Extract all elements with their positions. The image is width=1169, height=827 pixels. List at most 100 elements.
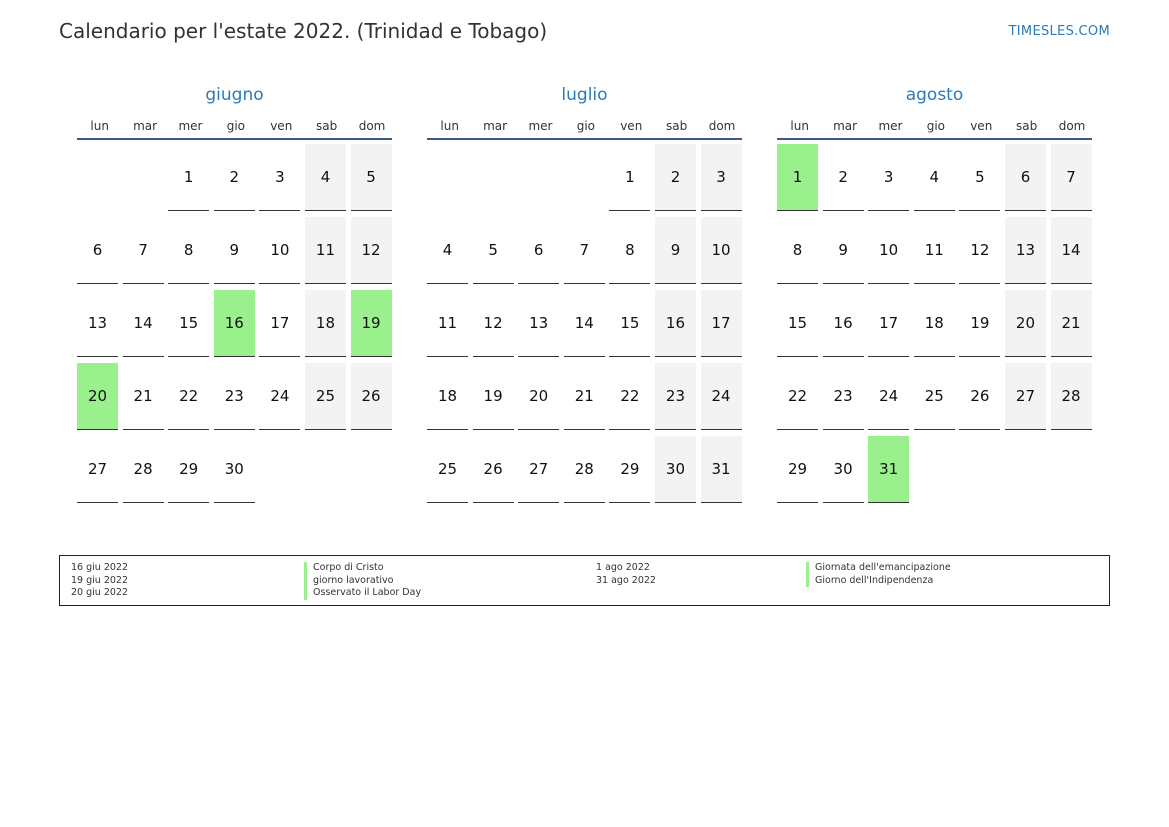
weekday-label: lun [90, 119, 109, 133]
day-cell: 21 [122, 363, 164, 430]
legend-date: 31 ago 2022 [596, 574, 656, 586]
day-cell: 11 [427, 290, 468, 357]
empty-day-cell [123, 144, 164, 211]
day-cell: 7 [122, 217, 164, 284]
day-cell: 24 [868, 363, 910, 430]
day-cell: 28 [122, 436, 164, 503]
empty-day-cell [77, 144, 118, 211]
legend-names-left: Corpo di Cristo giorno lavorativo Osserv… [304, 562, 421, 600]
day-cell: 9 [654, 217, 696, 284]
legend-date: 19 giu 2022 [71, 574, 128, 586]
day-cell: 25 [913, 363, 955, 430]
day-cell: 26 [472, 436, 514, 503]
day-cell: 4 [913, 144, 955, 211]
empty-day-cell [518, 144, 559, 211]
day-cell: 31 [700, 436, 742, 503]
day-cell: 19 [959, 290, 1001, 357]
weekday-label: ven [970, 119, 993, 133]
site-link[interactable]: TIMESLES.COM [1008, 24, 1110, 39]
day-cell: 25 [304, 363, 346, 430]
holiday-day-cell: 19 [350, 290, 392, 357]
weekday-label: dom [708, 119, 736, 133]
day-cell: 14 [1050, 217, 1092, 284]
day-cell: 27 [77, 436, 118, 503]
day-cell: 14 [122, 290, 164, 357]
day-cell: 6 [77, 217, 118, 284]
weekday-header: lun mar mer gio ven sab dom [77, 114, 392, 140]
day-cell: 13 [1004, 217, 1046, 284]
legend-holiday-name: Giorno dell'Indipendenza [806, 574, 951, 588]
day-cell: 12 [350, 217, 392, 284]
day-cell: 10 [868, 217, 910, 284]
day-cell: 29 [609, 436, 651, 503]
day-cell: 22 [609, 363, 651, 430]
day-cell: 17 [259, 290, 301, 357]
day-cell: 28 [1050, 363, 1092, 430]
day-cell: 15 [609, 290, 651, 357]
day-cell: 11 [304, 217, 346, 284]
weekday-label: gio [226, 119, 246, 133]
day-cell: 28 [563, 436, 605, 503]
holiday-legend: 16 giu 2022 19 giu 2022 20 giu 2022 Corp… [59, 555, 1110, 606]
weekday-label: mar [483, 119, 508, 133]
day-cell: 21 [1050, 290, 1092, 357]
day-cell: 8 [168, 217, 210, 284]
day-cell: 4 [427, 217, 468, 284]
day-cell: 20 [518, 363, 560, 430]
day-cell: 23 [654, 363, 696, 430]
legend-holiday-name: Osservato il Labor Day [304, 587, 421, 600]
day-cell: 13 [518, 290, 560, 357]
day-cell: 18 [913, 290, 955, 357]
day-cell: 18 [427, 363, 468, 430]
day-cell: 6 [518, 217, 560, 284]
month-calendar-luglio: luglio lun mar mer gio ven sab dom 1 2 3 4 5 6 7 8 9 10 11… [427, 83, 742, 509]
day-cell: 15 [168, 290, 210, 357]
day-grid: 1 2 3 4 5 6 7 8 9 10 11 12 13 14 15 16 17 18 19 20 21 22 23 24 2… [777, 144, 1092, 509]
day-cell: 1 [168, 144, 210, 211]
day-cell: 23 [213, 363, 255, 430]
day-cell: 3 [868, 144, 910, 211]
day-cell: 1 [609, 144, 651, 211]
holiday-day-cell: 31 [868, 436, 910, 503]
day-cell: 7 [563, 217, 605, 284]
day-cell: 23 [822, 363, 864, 430]
day-cell: 9 [213, 217, 255, 284]
weekday-header: lun mar mer gio ven sab dom [427, 114, 742, 140]
day-grid: 1 2 3 4 5 6 7 8 9 10 11 12 13 14 15 16 17 18 19 20 21 22 23 24 2… [427, 144, 742, 509]
legend-dates-left: 16 giu 2022 19 giu 2022 20 giu 2022 [71, 562, 128, 600]
day-cell: 6 [1004, 144, 1046, 211]
day-cell: 17 [700, 290, 742, 357]
weekday-label: mer [178, 119, 203, 133]
day-cell: 17 [868, 290, 910, 357]
day-cell: 12 [959, 217, 1001, 284]
weekday-header: lun mar mer gio ven sab dom [777, 114, 1092, 140]
day-cell: 9 [822, 217, 864, 284]
day-cell: 29 [777, 436, 818, 503]
weekday-label: mer [878, 119, 903, 133]
weekday-label: mar [833, 119, 858, 133]
day-cell: 13 [77, 290, 118, 357]
weekday-label: ven [270, 119, 293, 133]
day-cell: 22 [168, 363, 210, 430]
weekday-label: gio [926, 119, 946, 133]
day-cell: 2 [822, 144, 864, 211]
day-cell: 3 [700, 144, 742, 211]
weekday-label: lun [790, 119, 809, 133]
weekday-label: sab [316, 119, 338, 133]
day-cell: 12 [472, 290, 514, 357]
month-name: luglio [561, 85, 608, 105]
legend-dates-right: 1 ago 2022 31 ago 2022 [596, 562, 656, 587]
day-cell: 3 [259, 144, 301, 211]
legend-holiday-name: Corpo di Cristo [304, 562, 421, 575]
weekday-label: dom [358, 119, 386, 133]
day-cell: 11 [913, 217, 955, 284]
day-cell: 2 [213, 144, 255, 211]
day-cell: 24 [259, 363, 301, 430]
day-cell: 29 [168, 436, 210, 503]
page-title: Calendario per l'estate 2022. (Trinidad … [59, 19, 548, 43]
day-cell: 24 [700, 363, 742, 430]
day-cell: 30 [822, 436, 864, 503]
day-grid: 1 2 3 4 5 6 7 8 9 10 11 12 13 14 15 16 17 18 19 20 21 22 23 24 2… [77, 144, 392, 509]
legend-holiday-name: giorno lavorativo [304, 574, 421, 588]
day-cell: 10 [700, 217, 742, 284]
